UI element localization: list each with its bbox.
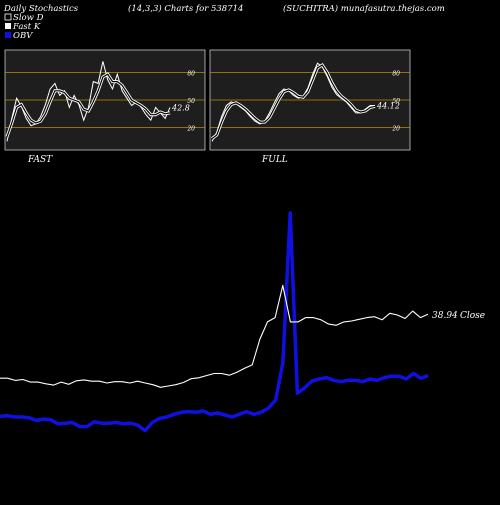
legend-label-fast-k: Fast K <box>12 22 41 32</box>
obv-line <box>0 211 429 433</box>
legend-swatch-slow-d <box>4 13 12 21</box>
fast-panel: 20 50 80 42.8 <box>4 49 206 151</box>
header-left: Daily Stochastics <box>3 4 79 14</box>
fast-level-label-20: 20 <box>186 126 195 133</box>
fast-last-value-label: 42.8 <box>171 103 190 112</box>
full-level-label-50: 50 <box>392 98 400 105</box>
legend-label-obv: OBV <box>13 31 33 41</box>
full-level-label-20: 20 <box>391 126 400 133</box>
fast-level-label-50: 50 <box>187 98 195 105</box>
full-panel-title: FULL <box>261 155 288 165</box>
close-series-label: Close <box>460 311 485 321</box>
header-right: (SUCHITRA) munafasutra.thejas.com <box>283 3 445 14</box>
close-last-value-label: 38.94 <box>432 311 458 321</box>
legend-label-slow-d: Slow D <box>13 13 44 23</box>
full-level-label-80: 80 <box>392 70 400 77</box>
header-center: (14,3,3) Charts for 538714 <box>128 3 243 14</box>
legend: Slow D Fast K OBV <box>4 13 44 41</box>
fast-panel-title: FAST <box>27 155 53 165</box>
fast-slow-d-line <box>6 73 171 137</box>
fast-level-label-80: 80 <box>187 70 195 77</box>
obv-close-panel: 38.94 Close <box>0 211 485 433</box>
legend-swatch-fast-k <box>5 23 11 29</box>
legend-swatch-obv <box>5 32 11 38</box>
fast-fast-k-line <box>6 61 171 142</box>
close-line <box>0 284 429 388</box>
full-last-value-label: 44.12 <box>376 102 400 111</box>
full-slow-d-line <box>211 64 376 140</box>
full-panel: 20 50 80 44.12 <box>209 49 411 151</box>
